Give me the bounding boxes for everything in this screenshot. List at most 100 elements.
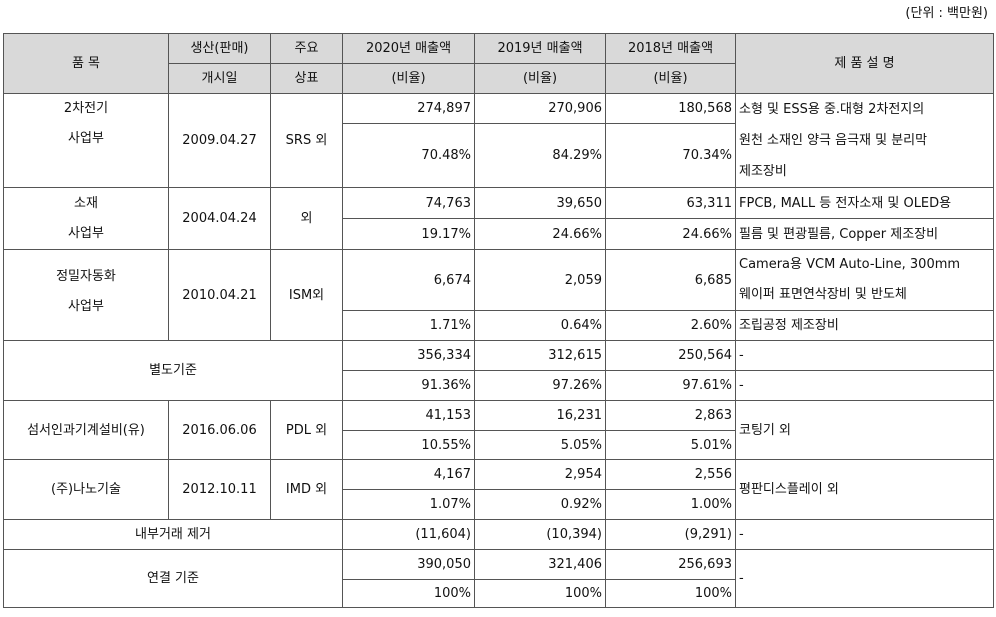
ratio-2018-cell: 100% (605, 579, 736, 608)
sales-2020-cell: 74,763 (342, 187, 475, 219)
header-row-2: 개시일 상표 (비율) (비율) (비율) (4, 63, 994, 94)
table-row: 1.71% 0.64% 2.60% 조립공정 제조장비 (4, 310, 994, 341)
desc-cell: 필름 및 편광필름, Copper 제조장비 (735, 218, 994, 250)
item-name-cell: 소재 사업부 (3, 187, 169, 250)
desc-cell: - (735, 549, 994, 608)
ratio-2020-cell: 91.36% (342, 370, 475, 401)
table-row: 2차전기 사업부 2009.04.27 SRS 외 274,897 270,90… (3, 92, 994, 188)
ratio-2018-cell: 24.66% (605, 218, 736, 250)
header-start-bottom: 개시일 (168, 63, 271, 94)
table-row: 섬서인과기계설비(유) 2016.06.06 PDL 외 41,153 16,2… (3, 400, 994, 460)
table-row: 10.55% 5.05% 5.01% (4, 430, 994, 460)
header-start-top: 생산(판매) (168, 33, 271, 64)
desc-cell: 평판디스플레이 외 (735, 459, 994, 520)
sales-2018-cell: 250,564 (605, 340, 736, 371)
ratio-2019-cell: 5.05% (474, 430, 606, 460)
ratio-2019-cell: 84.29% (474, 123, 606, 188)
ratio-2020-cell: 1.71% (342, 310, 475, 341)
ratio-2020-cell: 100% (342, 579, 475, 608)
desc-cell: FPCB, MALL 등 전자소재 및 OLED용 (735, 187, 994, 219)
desc-cell: 소형 및 ESS용 중.대형 2차전지의 원천 소재인 양극 음극재 및 분리막… (735, 93, 994, 188)
ratio-2019-cell: 24.66% (474, 218, 606, 250)
item-name-line2: 사업부 (68, 225, 104, 241)
header-desc: 제 품 설 명 (735, 33, 994, 94)
table-row: 연결 기준 390,050 321,406 256,693 - (3, 549, 994, 608)
header-brand-bottom: 상표 (270, 63, 343, 94)
start-date-cell: 2010.04.21 (168, 249, 271, 341)
desc-cell: - (735, 370, 994, 401)
ratio-2018-cell: 70.34% (605, 123, 736, 188)
table-row: 정밀자동화 사업부 2010.04.21 ISM외 6,674 2,059 6,… (3, 249, 994, 341)
sales-2019-cell: 312,615 (474, 340, 606, 371)
sales-2020-cell: 390,050 (342, 549, 475, 580)
table-row: 내부거래 제거 (11,604) (10,394) (9,291) - (3, 519, 994, 550)
sales-2019-cell: 16,231 (474, 400, 606, 431)
item-name-cell: 정밀자동화 사업부 (3, 249, 169, 341)
brand-cell: ISM외 (270, 249, 343, 341)
start-date-cell: 2004.04.24 (168, 187, 271, 250)
desc-line2: 원천 소재인 양극 음극재 및 분리막 (739, 133, 928, 148)
item-name-cell: 섬서인과기계설비(유) (3, 400, 169, 460)
header-row-1: 품 목 생산(판매) 주요 2020년 매출액 2019년 매출액 2018년 … (3, 33, 994, 94)
ratio-2020-cell: 70.48% (342, 123, 475, 188)
header-ratio-2019: (비율) (474, 63, 606, 94)
ratio-2020-cell: 1.07% (342, 489, 475, 520)
item-name-line1: 소재 (74, 195, 98, 211)
desc-cell: Camera용 VCM Auto-Line, 300mm 웨이퍼 표면연삭장비 … (735, 249, 994, 311)
sales-2020-cell: 274,897 (342, 92, 475, 125)
total-label-cell: 연결 기준 (3, 549, 343, 608)
ratio-2019-cell: 0.64% (474, 310, 606, 341)
sales-2019-cell: 39,650 (474, 187, 606, 219)
header-2018: 2018년 매출액 (605, 33, 736, 64)
start-date-cell: 2016.06.06 (168, 400, 271, 460)
start-date-cell: 2009.04.27 (168, 93, 271, 188)
sales-2018-cell: 180,568 (605, 92, 736, 125)
brand-cell: 외 (270, 187, 343, 250)
sales-2020-cell: 41,153 (342, 400, 475, 431)
sales-2018-cell: 63,311 (605, 187, 736, 219)
ratio-2018-cell: 2.60% (605, 310, 736, 341)
item-name-cell: 2차전기 사업부 (3, 93, 169, 188)
internal-label-cell: 내부거래 제거 (3, 519, 343, 550)
ratio-2020-cell: 10.55% (342, 430, 475, 460)
sales-2018-cell: 2,556 (605, 459, 736, 490)
ratio-2018-cell: 97.61% (605, 370, 736, 401)
desc-cell: 코팅기 외 (735, 400, 994, 460)
table-row: 100% 100% 100% (4, 579, 994, 608)
desc-cell: - (735, 340, 994, 371)
item-name-line2: 사업부 (68, 299, 104, 314)
header-ratio-2018: (비율) (605, 63, 736, 94)
sales-2020-cell: (11,604) (342, 519, 475, 550)
table-row: 19.17% 24.66% 24.66% 필름 및 편광필름, Copper 제… (4, 218, 994, 250)
sales-2019-cell: 2,954 (474, 459, 606, 490)
sales-2019-cell: 2,059 (474, 249, 606, 311)
ratio-2019-cell: 0.92% (474, 489, 606, 520)
ratio-2019-cell: 97.26% (474, 370, 606, 401)
sales-2020-cell: 6,674 (342, 249, 475, 311)
unit-label: (단위 : 백만원) (905, 6, 988, 21)
item-name-line2: 사업부 (68, 131, 104, 146)
table-row: 70.48% 84.29% 70.34% (4, 123, 994, 188)
item-name-cell: (주)나노기술 (3, 459, 169, 520)
brand-cell: PDL 외 (270, 400, 343, 460)
sales-2019-cell: 321,406 (474, 549, 606, 580)
desc-line1: 소형 및 ESS용 중.대형 2차전지의 (739, 102, 925, 117)
table-row: (주)나노기술 2012.10.11 IMD 외 4,167 2,954 2,5… (3, 459, 994, 520)
table-row: 별도기준 356,334 312,615 250,564 - (3, 340, 994, 401)
ratio-2018-cell: 5.01% (605, 430, 736, 460)
start-date-cell: 2012.10.11 (168, 459, 271, 520)
ratio-2020-cell: 19.17% (342, 218, 475, 250)
sales-2018-cell: (9,291) (605, 519, 736, 550)
sales-2018-cell: 256,693 (605, 549, 736, 580)
header-2020: 2020년 매출액 (342, 33, 475, 64)
sales-2020-cell: 356,334 (342, 340, 475, 371)
brand-cell: IMD 외 (270, 459, 343, 520)
item-name-line1: 2차전기 (63, 101, 109, 116)
brand-cell: SRS 외 (270, 93, 343, 188)
subtotal-label-cell: 별도기준 (3, 340, 343, 401)
ratio-2019-cell: 100% (474, 579, 606, 608)
desc-line1: Camera용 VCM Auto-Line, 300mm (739, 257, 961, 272)
header-brand-top: 주요 (270, 33, 343, 64)
desc-cell: 조립공정 제조장비 (735, 310, 994, 341)
sales-table: 품 목 생산(판매) 주요 2020년 매출액 2019년 매출액 2018년 … (3, 33, 994, 608)
